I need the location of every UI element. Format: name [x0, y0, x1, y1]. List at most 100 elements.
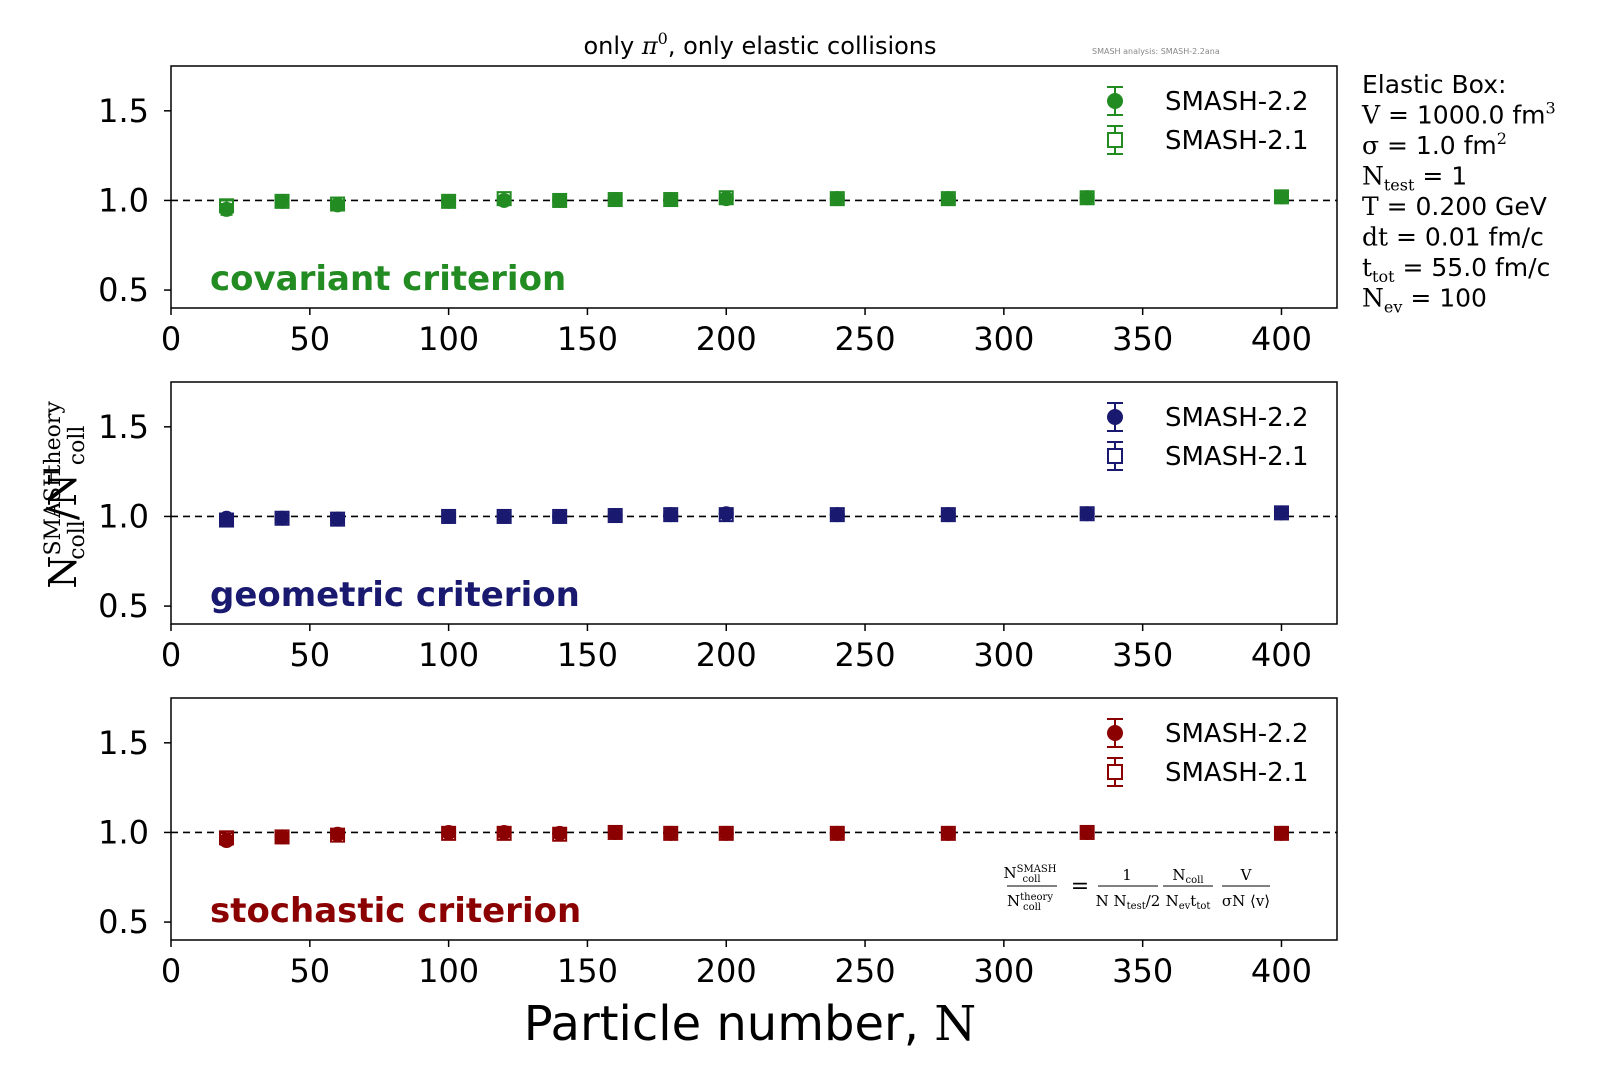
data-point-filled-circle [552, 825, 568, 841]
x-tick-label: 400 [1251, 320, 1312, 358]
data-point-filled-circle [496, 508, 512, 524]
x-tick-label: 250 [835, 636, 896, 674]
panel-3: 0 50 100 150 200 250 300 350 400 0.5 1.0 1.5 SMASH-2… [98, 697, 1338, 990]
x-tick-label: 0 [161, 636, 181, 674]
svg-text:Ncoll: Ncoll [1172, 866, 1203, 886]
data-point-filled-circle [219, 510, 235, 526]
x-tick-label: 350 [1112, 636, 1173, 674]
data-point-filled-circle [274, 829, 290, 845]
plot-frame [170, 697, 1338, 941]
data-point-filled-circle [829, 507, 845, 523]
svg-text:V: V [1240, 866, 1253, 884]
svg-text:NSMASHcoll: NSMASH coll [1003, 864, 1056, 885]
data-point-filled-circle [718, 506, 734, 522]
data-point-filled-circle [1273, 505, 1289, 521]
x-tick-label: 50 [289, 952, 330, 990]
legend-marker-filled-circle [1107, 409, 1123, 425]
data-point-filled-circle [496, 824, 512, 840]
legend: SMASH-2.2 SMASH-2.1 [1107, 86, 1309, 156]
data-point-filled-circle [441, 824, 457, 840]
x-tick-label: 200 [696, 320, 757, 358]
info-line: T = 0.200 GeV [1362, 192, 1547, 221]
legend-marker-open-square [1107, 448, 1123, 464]
data-point-filled-circle [274, 193, 290, 209]
data-point-filled-circle [829, 825, 845, 841]
x-tick-label: 300 [973, 636, 1034, 674]
svg-text:σN ⟨v⟩: σN ⟨v⟩ [1222, 892, 1270, 910]
y-tick-label: 0.5 [98, 587, 149, 625]
x-tick-label: 150 [557, 320, 618, 358]
criterion-annotation: covariant criterion [210, 259, 566, 299]
legend-label: SMASH-2.1 [1165, 442, 1309, 472]
legend-label: SMASH-2.2 [1165, 719, 1309, 749]
y-tick-label: 1.5 [98, 408, 149, 446]
x-tick-label: 0 [161, 320, 181, 358]
x-tick-label: 350 [1112, 320, 1173, 358]
y-tick-label: 1.0 [98, 497, 149, 535]
legend-label: SMASH-2.1 [1165, 126, 1309, 156]
data-point-filled-circle [663, 507, 679, 523]
data-point-filled-circle [607, 824, 623, 840]
data-point-filled-circle [718, 825, 734, 841]
panel-2: 0 50 100 150 200 250 300 350 400 0.5 1.0 1.5 SMASH-2… [98, 381, 1338, 674]
data-point-filled-circle [1079, 190, 1095, 206]
x-tick-label: 250 [835, 320, 896, 358]
svg-text:NSMASHcoll/Ntheorycoll: NSMASHcoll/Ntheorycoll [40, 401, 90, 589]
legend-marker-open-square [1107, 764, 1123, 780]
data-point-filled-circle [663, 825, 679, 841]
data-point-filled-circle [1079, 506, 1095, 522]
x-tick-label: 300 [973, 320, 1034, 358]
criterion-annotation: stochastic criterion [210, 891, 581, 931]
x-tick-label: 50 [289, 636, 330, 674]
info-line: Nev = 100 [1362, 284, 1487, 317]
legend-marker-filled-circle [1107, 93, 1123, 109]
y-tick-label: 1.0 [98, 813, 149, 851]
data-point-filled-circle [330, 826, 346, 842]
data-point-filled-circle [552, 192, 568, 208]
series-smash-2-2 [219, 189, 1289, 217]
x-tick-label: 300 [973, 952, 1034, 990]
y-tick-label: 1.5 [98, 92, 149, 130]
svg-text:=: = [1071, 874, 1089, 899]
x-tick-label: 100 [418, 952, 479, 990]
data-point-filled-circle [219, 833, 235, 849]
svg-text:Nevttot: Nevttot [1166, 892, 1211, 912]
data-point-filled-circle [496, 192, 512, 208]
legend: SMASH-2.2 SMASH-2.1 [1107, 718, 1309, 788]
x-tick-label: 350 [1112, 952, 1173, 990]
data-point-filled-circle [219, 201, 235, 217]
y-tick-label: 1.0 [98, 181, 149, 219]
legend-label: SMASH-2.1 [1165, 758, 1309, 788]
x-tick-label: 100 [418, 320, 479, 358]
info-line: V = 1000.0 fm3 [1361, 99, 1556, 130]
info-line: σ = 1.0 fm2 [1362, 129, 1507, 160]
plot-frame [170, 381, 1338, 625]
panel-1: 0 50 100 150 200 250 300 350 400 0.5 1.0 1.5 SMASH-2… [98, 65, 1338, 358]
data-point-filled-circle [829, 191, 845, 207]
x-tick-label: 200 [696, 952, 757, 990]
criterion-annotation: geometric criterion [210, 575, 580, 615]
data-point-filled-circle [940, 825, 956, 841]
x-tick-label: 150 [557, 636, 618, 674]
data-point-filled-circle [330, 197, 346, 213]
data-point-filled-circle [607, 192, 623, 208]
legend-marker-filled-circle [1107, 725, 1123, 741]
legend-label: SMASH-2.2 [1165, 403, 1309, 433]
data-point-filled-circle [940, 191, 956, 207]
x-tick-label: 100 [418, 636, 479, 674]
x-tick-label: 250 [835, 952, 896, 990]
svg-text:Ntheorycoll: Ntheory coll [1007, 892, 1053, 913]
info-line: dt = 0.01 fm/c [1362, 223, 1544, 252]
data-point-filled-circle [663, 192, 679, 208]
legend: SMASH-2.2 SMASH-2.1 [1107, 402, 1309, 472]
analysis-watermark: SMASH analysis: SMASH-2.2ana [1092, 47, 1220, 56]
data-point-filled-circle [552, 508, 568, 524]
data-point-filled-circle [1273, 189, 1289, 205]
y-tick-label: 0.5 [98, 903, 149, 941]
x-tick-label: 150 [557, 952, 618, 990]
y-tick-label: 0.5 [98, 271, 149, 309]
x-tick-label: 200 [696, 636, 757, 674]
data-point-filled-circle [441, 508, 457, 524]
